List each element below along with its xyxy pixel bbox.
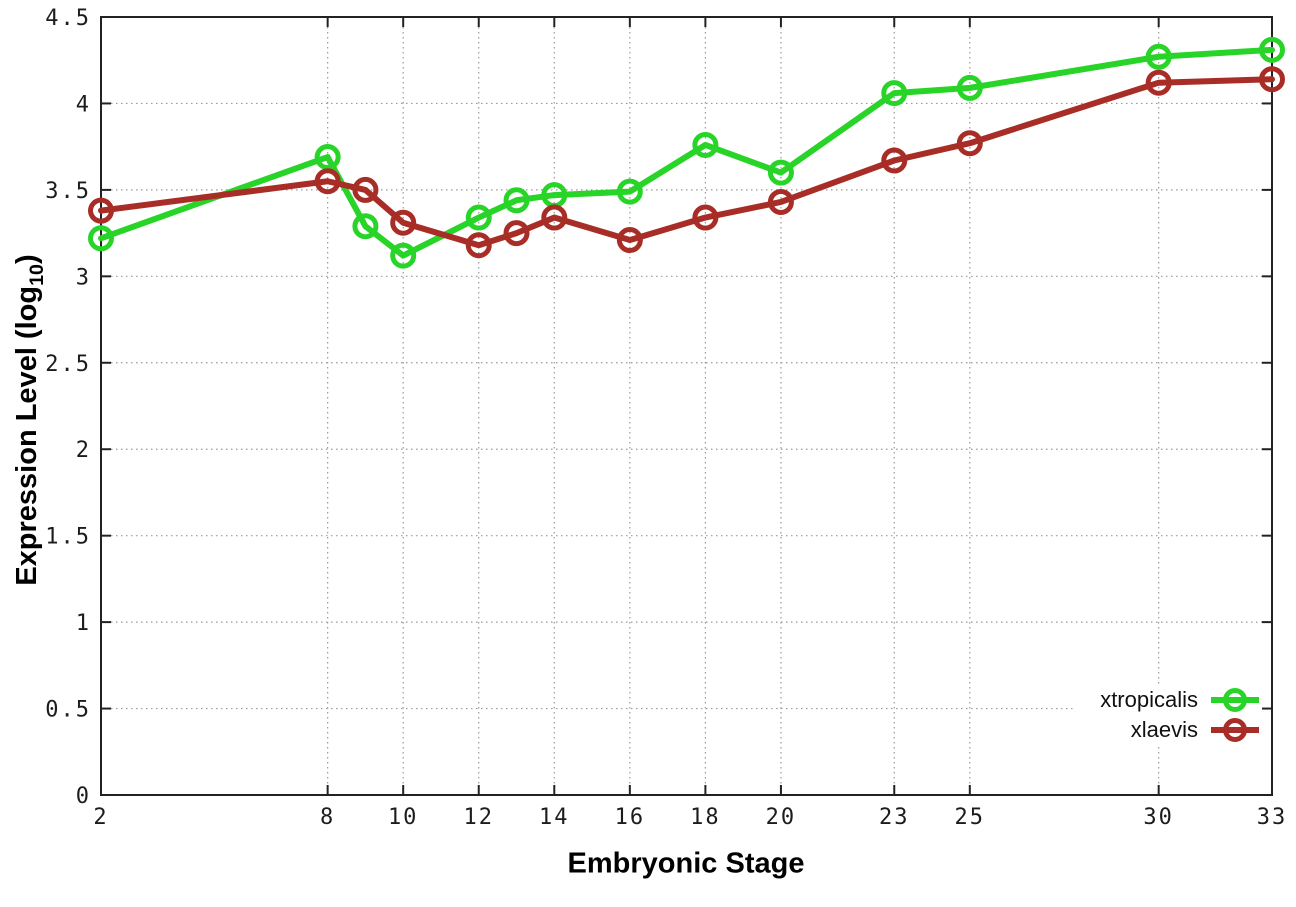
data-point-xtropicalis bbox=[956, 74, 983, 101]
y-axis-label-text: Expression Level (log bbox=[11, 285, 44, 586]
y-tick-label: 4 bbox=[76, 92, 91, 117]
data-point-xtropicalis bbox=[352, 213, 379, 240]
data-point-xlaevis bbox=[692, 204, 719, 231]
x-tick-label: 23 bbox=[879, 805, 910, 830]
legend: xtropicalis xlaevis bbox=[1076, 685, 1262, 745]
y-tick-label: 0 bbox=[76, 784, 91, 809]
data-point-xtropicalis bbox=[881, 80, 908, 107]
x-tick-label: 25 bbox=[955, 805, 986, 830]
y-tick-label: 2 bbox=[76, 438, 91, 463]
x-tick-label: 12 bbox=[463, 805, 494, 830]
data-point-xlaevis bbox=[465, 232, 492, 259]
data-point-xlaevis bbox=[541, 204, 568, 231]
data-point-xlaevis bbox=[1259, 66, 1285, 93]
y-axis-label-close: ) bbox=[11, 254, 44, 264]
legend-label-xlaevis: xlaevis bbox=[1130, 717, 1198, 742]
data-point-xtropicalis bbox=[390, 242, 417, 269]
data-point-xtropicalis bbox=[503, 187, 530, 214]
data-point-xlaevis bbox=[1145, 69, 1172, 96]
data-point-xlaevis bbox=[616, 227, 643, 254]
y-tick-label: 3.5 bbox=[45, 179, 91, 204]
y-axis-label: Expression Level (log10) bbox=[11, 254, 49, 585]
data-point-xtropicalis bbox=[314, 144, 341, 171]
data-point-xlaevis bbox=[881, 147, 908, 174]
x-axis-label: Embryonic Stage bbox=[567, 847, 805, 880]
data-point-xlaevis bbox=[88, 197, 114, 224]
plot-border bbox=[100, 16, 1273, 796]
legend-row-xlaevis: xlaevis bbox=[1131, 715, 1262, 745]
series-line-xlaevis bbox=[98, 76, 1275, 249]
legend-marker-xtropicalis-icon bbox=[1211, 688, 1259, 712]
x-tick-label: 10 bbox=[388, 805, 419, 830]
data-point-xlaevis bbox=[956, 130, 983, 157]
data-point-xtropicalis bbox=[1259, 36, 1285, 63]
data-point-xlaevis bbox=[503, 220, 530, 247]
data-point-xtropicalis bbox=[692, 131, 719, 158]
x-tick-label: 16 bbox=[615, 805, 646, 830]
x-tick-label: 33 bbox=[1257, 805, 1288, 830]
legend-marker-xlaevis-icon bbox=[1211, 718, 1259, 742]
data-point-xtropicalis bbox=[88, 225, 114, 252]
data-point-xlaevis bbox=[767, 188, 794, 215]
x-tick-label: 18 bbox=[690, 805, 721, 830]
y-axis-label-subscript: 10 bbox=[25, 263, 48, 286]
x-tick-label: 30 bbox=[1143, 805, 1174, 830]
y-tick-label: 3 bbox=[76, 265, 91, 290]
legend-label-xtropicalis: xtropicalis bbox=[1100, 687, 1198, 712]
x-tick-label: 2 bbox=[93, 805, 108, 830]
x-tick-label: 14 bbox=[539, 805, 570, 830]
y-tick-label: 0.5 bbox=[45, 698, 91, 723]
data-point-xlaevis bbox=[314, 168, 341, 195]
y-tick-label: 1 bbox=[76, 611, 91, 636]
data-point-xlaevis bbox=[352, 176, 379, 203]
data-point-xlaevis bbox=[390, 209, 417, 236]
x-tick-label: 8 bbox=[320, 805, 335, 830]
y-tick-label: 4.5 bbox=[45, 6, 91, 31]
data-point-xtropicalis bbox=[767, 159, 794, 186]
y-tick-label: 2.5 bbox=[45, 352, 91, 377]
data-point-xtropicalis bbox=[616, 178, 643, 205]
data-point-xtropicalis bbox=[1145, 43, 1172, 70]
data-point-xtropicalis bbox=[465, 204, 492, 231]
legend-row-xtropicalis: xtropicalis bbox=[1100, 685, 1262, 715]
x-tick-label: 20 bbox=[766, 805, 797, 830]
y-tick-label: 1.5 bbox=[45, 525, 91, 550]
